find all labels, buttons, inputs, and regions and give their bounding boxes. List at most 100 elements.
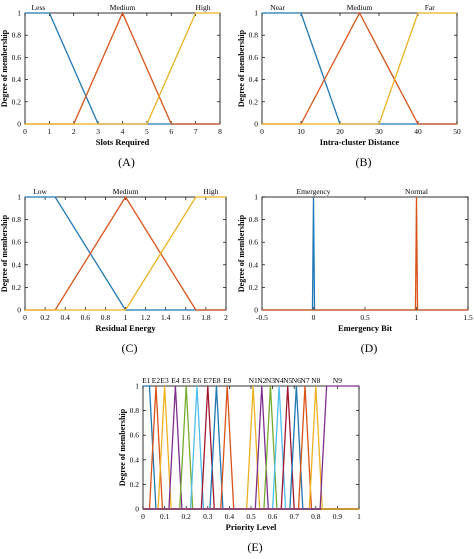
y-tick-label: 0.8: [130, 406, 140, 415]
series-label-medium: Medium: [347, 3, 373, 12]
x-tick-label: 50: [453, 127, 461, 136]
x-tick-label: 1.2: [141, 313, 151, 322]
series-line-n3: [143, 385, 359, 510]
y-tick-label: 0: [254, 120, 258, 129]
x-tick-label: 10: [297, 127, 305, 136]
y-tick-label: 0.2: [130, 480, 140, 489]
x-tick-label: 0.2: [182, 512, 192, 521]
series-line-medium: [25, 11, 220, 125]
x-axis-label: Slots Required: [96, 137, 150, 147]
y-tick-label: 0.8: [249, 31, 259, 40]
chart-panel-a: 0 1 2 3 4 5 6 7 8 0 0.2 0.4 0.6 0.8 1 Slots Required Deg…: [0, 3, 222, 169]
series-label-e3: E3: [160, 376, 169, 385]
x-tick-label: 3: [96, 127, 100, 136]
x-tick-label: 7: [194, 127, 198, 136]
series-label-high: High: [203, 187, 218, 196]
x-tick-label: 0.9: [333, 512, 343, 521]
panel-caption: (B): [356, 155, 372, 169]
series-line-e5: [143, 385, 359, 510]
y-tick-label: 0.2: [12, 97, 22, 106]
panel-caption: (C): [122, 341, 138, 355]
x-tick-label: 0.8: [101, 313, 111, 322]
y-tick-label: 0.4: [249, 75, 259, 84]
series-label-n9: N9: [333, 376, 342, 385]
x-tick-label: 0: [23, 127, 27, 136]
series-label-low: Low: [33, 187, 47, 196]
x-tick-label: 0.3: [203, 512, 213, 521]
x-tick-label: -0.5: [256, 313, 268, 322]
series-label-medium: Medium: [113, 187, 139, 196]
y-tick-label: 1: [135, 382, 139, 391]
x-axis-label: Residual Energy: [95, 323, 156, 333]
y-tick-label: 0.2: [249, 97, 259, 106]
panel-caption: (A): [118, 155, 135, 169]
y-tick-label: 0.6: [249, 238, 259, 247]
y-tick-label: 0.2: [249, 283, 259, 292]
x-tick-label: 0.4: [225, 512, 235, 521]
chart-panel-c: 0 0.2 0.4 0.6 0.8 1 1.2 1.4 1.6 1.8 2 0 0.2 0.4 0.6 0.8…: [0, 187, 228, 355]
x-tick-label: 1.6: [181, 313, 191, 322]
series-line-e7: [143, 385, 359, 510]
series-label-high: High: [195, 3, 210, 12]
y-axis-label: Degree of membership: [237, 214, 246, 292]
x-tick-label: 0: [141, 512, 145, 521]
series-line-medium: [262, 11, 457, 125]
y-tick-label: 0: [17, 306, 21, 315]
plot-frame: [24, 12, 221, 125]
x-axis-label: Emergency Bit: [338, 323, 392, 333]
y-tick-label: 0.4: [12, 75, 22, 84]
x-tick-label: 40: [414, 127, 422, 136]
series-label-n5: N5: [283, 376, 292, 385]
series-label-n6: N6: [292, 376, 301, 385]
series-line-far: [262, 12, 457, 125]
series-label-medium: Medium: [110, 3, 136, 12]
y-tick-label: 1: [17, 9, 21, 18]
y-tick-label: 0.6: [130, 431, 140, 440]
series-line-e9: [143, 385, 359, 510]
x-axis-label: Intra-cluster Distance: [320, 137, 400, 147]
x-tick-label: 6: [169, 127, 173, 136]
series-line-e1: [143, 385, 359, 510]
x-tick-label: 0.6: [268, 512, 278, 521]
series-line-high: [25, 12, 220, 125]
y-tick-label: 1: [254, 9, 258, 18]
series-line-near: [262, 12, 457, 125]
y-tick-label: 0.6: [12, 53, 22, 62]
series-line-n4: [143, 385, 359, 510]
series-line-n5: [143, 385, 359, 510]
series-label-n3: N3: [266, 376, 275, 385]
x-tick-label: 1: [415, 313, 419, 322]
y-tick-label: 1: [254, 193, 258, 202]
series-label-n1: N1: [249, 376, 258, 385]
y-tick-label: 0.8: [12, 31, 22, 40]
x-tick-label: 20: [336, 127, 344, 136]
plot-frame: [261, 12, 458, 125]
series-label-e6: E6: [193, 376, 202, 385]
series-label-n8: N8: [311, 376, 320, 385]
y-tick-label: 0: [17, 120, 21, 129]
series-line-e3: [143, 385, 359, 510]
series-line-less: [25, 12, 220, 125]
series-label-normal: Normal: [405, 187, 428, 196]
x-tick-label: 8: [218, 127, 222, 136]
series-line-normal: [262, 196, 468, 311]
series-label-e4: E4: [171, 376, 180, 385]
series-label-e7: E7: [204, 376, 213, 385]
series-label-n2: N2: [257, 376, 266, 385]
x-tick-label: 0: [260, 127, 264, 136]
series-line-medium: [25, 195, 226, 311]
series-label-emergency: Emergency: [296, 187, 330, 196]
series-line-n2: [143, 385, 359, 510]
panel-caption: (D): [361, 341, 378, 355]
y-tick-label: 0.4: [249, 260, 259, 269]
series-line-e6: [143, 385, 359, 510]
y-tick-label: 0.6: [12, 238, 22, 247]
series-label-n4: N4: [274, 376, 283, 385]
x-tick-label: 1.5: [463, 313, 473, 322]
series-label-n7: N7: [300, 376, 309, 385]
series-label-near: Near: [270, 3, 285, 12]
series-label-e1: E1: [142, 376, 151, 385]
y-tick-label: 0.6: [249, 53, 259, 62]
x-tick-label: 0.6: [81, 313, 91, 322]
